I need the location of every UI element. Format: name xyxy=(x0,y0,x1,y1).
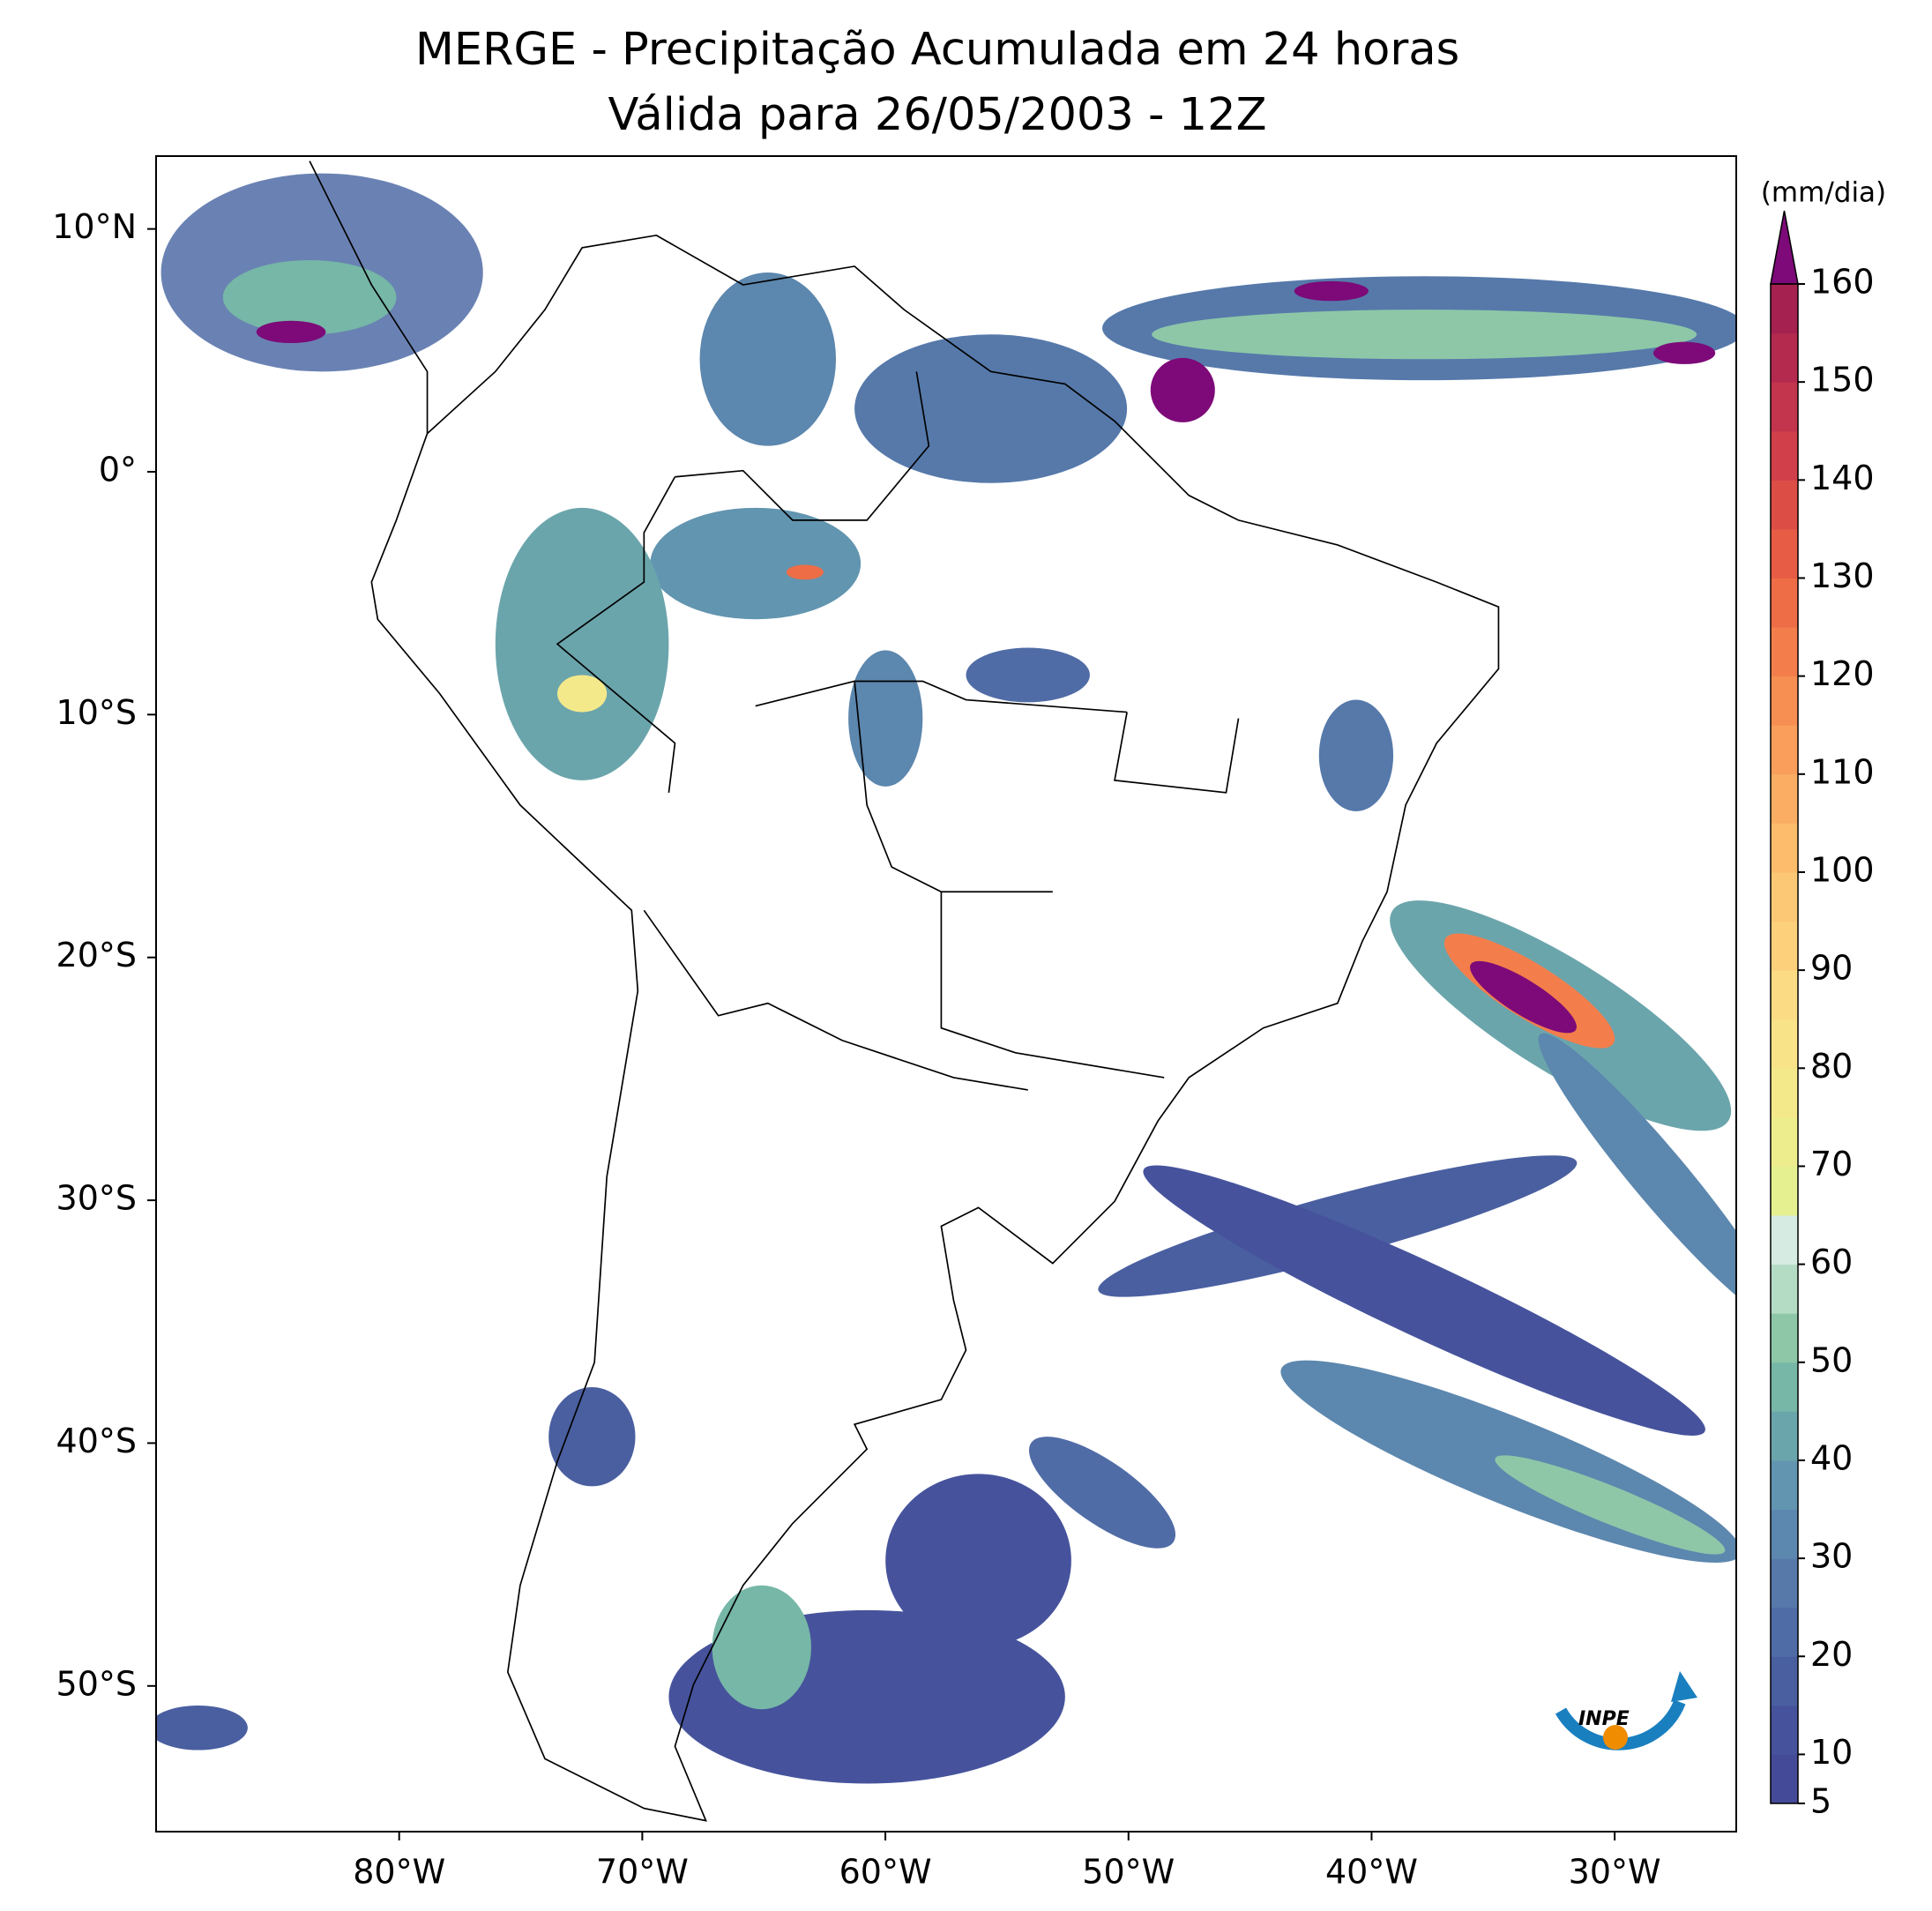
colorbar-band xyxy=(1771,1215,1798,1265)
logo-text: INPE xyxy=(1578,1708,1630,1730)
colorbar-band xyxy=(1771,528,1798,579)
colorbar-band xyxy=(1771,480,1798,530)
colorbar-band xyxy=(1771,823,1798,873)
colorbar-tick-label: 130 xyxy=(1810,556,1875,595)
colorbar-band xyxy=(1771,578,1798,628)
x-tick-label: 50°W xyxy=(1082,1853,1175,1892)
logo-arrow xyxy=(1671,1671,1697,1702)
colorbar-tick-label: 80 xyxy=(1810,1047,1853,1086)
colorbar-tick-label: 40 xyxy=(1810,1438,1853,1477)
colorbar-tick-label: 60 xyxy=(1810,1243,1853,1281)
colorbar-frame xyxy=(1770,283,1799,1804)
colorbar-tick-label: 30 xyxy=(1810,1537,1853,1576)
colorbar-band xyxy=(1771,1166,1798,1216)
precipitation-field xyxy=(156,173,1736,1784)
colorbar-band xyxy=(1771,1459,1798,1511)
map-area xyxy=(156,160,1736,1822)
y-tick-label: 50°S xyxy=(56,1664,137,1703)
colorbar-tick-label: 140 xyxy=(1810,459,1875,497)
colorbar-tick-label: 50 xyxy=(1810,1340,1853,1379)
logo-dot xyxy=(1603,1725,1628,1750)
x-tick-label: 80°W xyxy=(353,1853,445,1892)
colorbar-band xyxy=(1771,1313,1798,1363)
colorbar-band xyxy=(1771,871,1798,922)
colorbar-band xyxy=(1771,1019,1798,1069)
colorbar-band xyxy=(1771,1558,1798,1609)
colorbar-band xyxy=(1771,1656,1798,1706)
colorbar-band xyxy=(1771,921,1798,971)
colorbar-band xyxy=(1771,430,1798,481)
y-tick-label: 0° xyxy=(99,450,137,489)
colorbar-band xyxy=(1771,1068,1798,1118)
colorbar-band xyxy=(1771,1264,1798,1314)
colorbar-tick-label: 10 xyxy=(1810,1733,1853,1772)
y-tick-label: 30°S xyxy=(56,1179,137,1218)
inpe-logo: INPE xyxy=(1555,1671,1697,1751)
colorbar-band xyxy=(1771,627,1798,677)
x-tick-label: 70°W xyxy=(596,1853,689,1892)
y-tick-label: 20°S xyxy=(56,936,137,974)
colorbar-tick-label: 110 xyxy=(1810,752,1875,791)
colorbar-band xyxy=(1771,1509,1798,1559)
colorbar-tick-label: 70 xyxy=(1810,1145,1853,1183)
map-frame xyxy=(155,155,1737,1833)
chart-title: MERGE - Precipitação Acumulada em 24 hor… xyxy=(415,24,1459,76)
x-tick-label: 40°W xyxy=(1325,1853,1418,1892)
chart-subtitle: Válida para 26/05/2003 - 12Z xyxy=(608,89,1266,141)
colorbar-band xyxy=(1771,284,1798,334)
colorbar-tick-label: 100 xyxy=(1810,850,1875,889)
y-tick-label: 10°S xyxy=(56,693,137,732)
colorbar-band xyxy=(1771,1411,1798,1461)
colorbar-band xyxy=(1771,970,1798,1020)
colorbar-tick-label: 90 xyxy=(1810,949,1853,988)
colorbar-tick-label: 20 xyxy=(1810,1635,1853,1674)
colorbar-band xyxy=(1771,1705,1798,1755)
colorbar-band xyxy=(1771,332,1798,383)
colorbar-band xyxy=(1771,1116,1798,1167)
colorbar-tick-label: 150 xyxy=(1810,361,1875,399)
x-tick-label: 30°W xyxy=(1569,1853,1661,1892)
coastline xyxy=(309,160,1500,1822)
colorbar-band xyxy=(1771,382,1798,432)
colorbar-tick-label: 5 xyxy=(1810,1782,1831,1821)
colorbar-band xyxy=(1771,1362,1798,1412)
colorbar-label: (mm/dia) xyxy=(1761,177,1886,209)
x-tick-label: 60°W xyxy=(839,1853,932,1892)
colorbar-band xyxy=(1771,773,1798,824)
y-tick-label: 10°N xyxy=(52,207,137,246)
colorbar-tick-label: 160 xyxy=(1810,263,1875,302)
colorbar-tick-label: 120 xyxy=(1810,654,1875,693)
y-tick-label: 40°S xyxy=(56,1422,137,1460)
colorbar-band xyxy=(1771,1607,1798,1657)
colorbar-band xyxy=(1771,1754,1798,1804)
colorbar-band xyxy=(1771,725,1798,775)
colorbar-band xyxy=(1771,676,1798,726)
